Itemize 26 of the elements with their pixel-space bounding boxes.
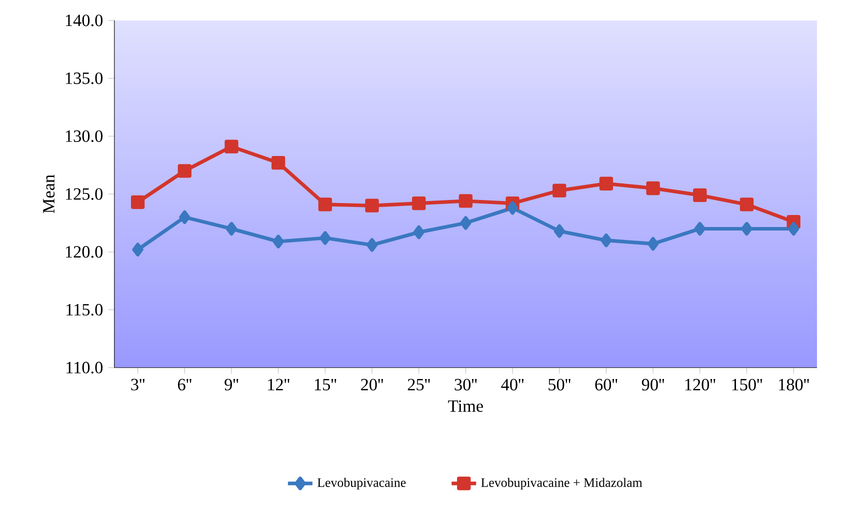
x-tick-label: 25'' [408, 378, 430, 391]
x-tick-label: 20'' [361, 378, 383, 391]
y-tick-label: 115.0 [66, 304, 103, 316]
legend-label: Levobupivacaine [318, 478, 406, 490]
y-tick-label: 120.0 [66, 246, 103, 258]
y-tick-label: 140.0 [66, 14, 103, 26]
x-tick-label: 6'' [178, 378, 192, 391]
x-tick-label: 40'' [501, 378, 524, 391]
y-tick-label: 135.0 [66, 72, 103, 84]
y-tick-label: 125.0 [66, 188, 103, 200]
x-tick-label: 30'' [454, 378, 477, 391]
legend-label: Levobupivacaine + Midazolam [481, 478, 642, 490]
x-tick-label: 9'' [224, 378, 238, 391]
y-tick-label: 110.0 [66, 362, 103, 374]
x-tick-label: 12'' [268, 378, 290, 390]
y-tick-label: 130.0 [66, 130, 103, 142]
x-tick-label: 15'' [314, 378, 336, 391]
x-tick-label: 3'' [131, 378, 144, 391]
x-tick-label: 150'' [732, 378, 762, 391]
x-tick-label: 50'' [548, 378, 570, 391]
x-tick-label: 120'' [685, 378, 716, 391]
y-axis-title: Mean [43, 174, 55, 214]
x-tick-label: 90'' [642, 378, 664, 391]
x-tick-label: 180'' [779, 378, 809, 391]
x-axis-title: Time [448, 400, 483, 412]
x-tick-label: 60'' [595, 378, 618, 391]
